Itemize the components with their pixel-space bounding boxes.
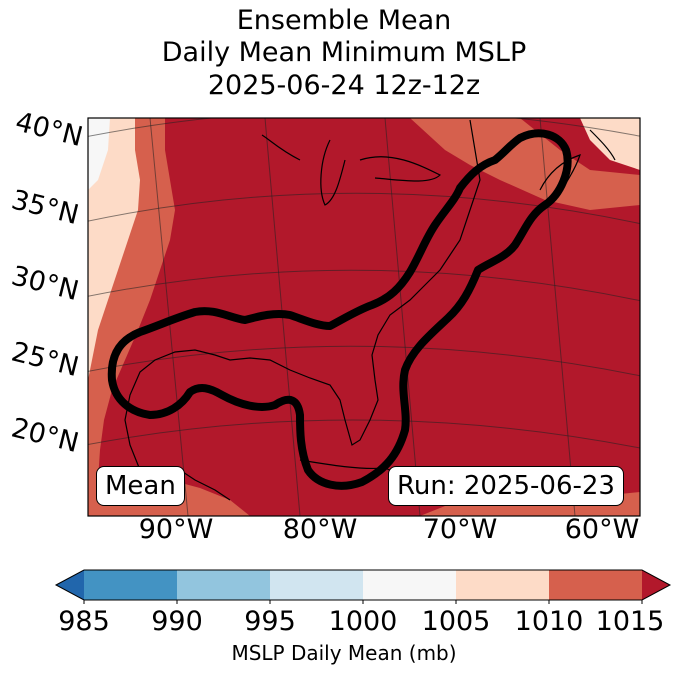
- colorbar-tick-990: 990: [151, 606, 203, 637]
- colorbar: [54, 569, 672, 604]
- mean-annotation: Mean: [96, 466, 185, 506]
- colorbar-extend-low: [56, 570, 84, 600]
- longitude-label-70w: 70°W: [422, 514, 498, 545]
- pressure-band-1005-northeast: [580, 118, 640, 170]
- colorbar-bin-990-995: [177, 570, 270, 600]
- colorbar-bin-985-990: [84, 570, 177, 600]
- mslp-contour-outline: [107, 129, 572, 490]
- title-line-3: 2025-06-24 12z-12z: [207, 70, 481, 101]
- longitude-label-80w: 80°W: [282, 514, 358, 545]
- latitude-gridlines: [88, 118, 640, 453]
- colorbar-bin-1010-1015: [549, 570, 642, 600]
- title-line-1: Ensemble Mean: [236, 5, 452, 36]
- colorbar-tick-1015: 1015: [595, 606, 665, 637]
- colorbar-tick-1010: 1010: [514, 606, 584, 637]
- pressure-band-1000-northwest: [88, 118, 110, 190]
- longitude-label-60w: 60°W: [564, 514, 640, 545]
- colorbar-tick-1005: 1005: [421, 606, 491, 637]
- title-line-2: Daily Mean Minimum MSLP: [161, 37, 527, 68]
- pressure-band-1010-northeast: [410, 118, 640, 210]
- colorbar-extend-high: [642, 570, 670, 600]
- map-frame: [87, 117, 641, 517]
- pressure-band-1005-west: [88, 118, 140, 380]
- colorbar-bin-995-1000: [270, 570, 363, 600]
- mslp-map: [87, 117, 641, 517]
- longitude-label-90w: 90°W: [138, 514, 214, 545]
- colorbar-tick-985: 985: [58, 606, 110, 637]
- colorbar-bin-1000-1005: [363, 570, 456, 600]
- colorbar-title: MSLP Daily Mean (mb): [231, 641, 457, 665]
- run-date-annotation: Run: 2025-06-23: [388, 466, 624, 506]
- colorbar-tick-1000: 1000: [328, 606, 398, 637]
- colorbar-bin-1005-1010: [456, 570, 549, 600]
- colorbar-tick-995: 995: [244, 606, 296, 637]
